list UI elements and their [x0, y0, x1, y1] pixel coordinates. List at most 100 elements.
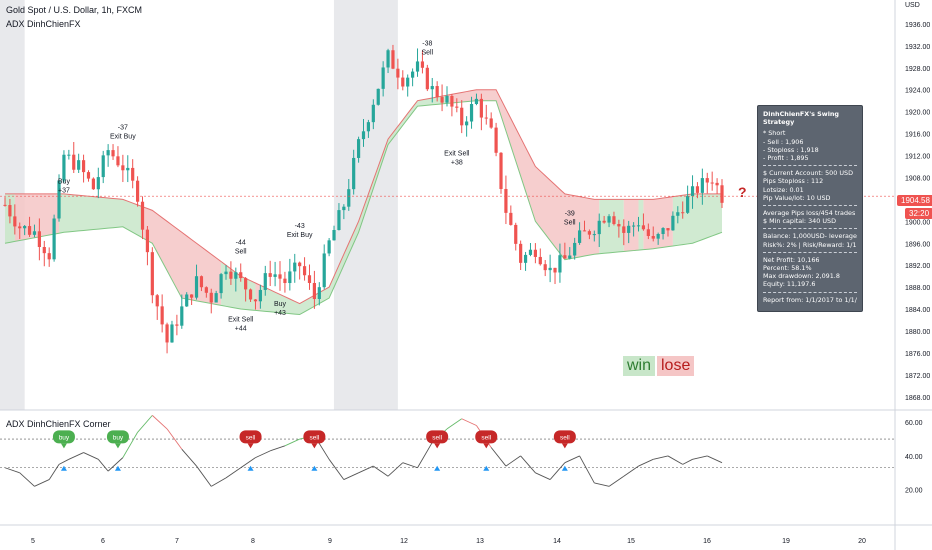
strategy-line: Percent: 58.1%: [763, 264, 812, 273]
candle-body: [391, 50, 395, 69]
candle-body: [523, 254, 528, 263]
candle-body: [140, 201, 145, 230]
y-tick-label: 1884.00: [905, 307, 930, 314]
signal-triangle: [434, 465, 441, 471]
adx-segment: [137, 415, 153, 433]
candle-body: [278, 274, 282, 279]
candle-body: [396, 68, 400, 78]
candle-body: [126, 167, 130, 171]
last-price-value: 1904.58: [901, 196, 930, 205]
strategy-line: $ Current Account: 500 USD: [763, 169, 854, 178]
y-tick-label: 1936.00: [905, 22, 930, 29]
signal-triangle: [114, 465, 121, 471]
countdown-tag: 32:20: [905, 208, 932, 219]
signal-label: buy: [113, 434, 124, 441]
candle-body: [577, 230, 582, 243]
lose-label: lose: [657, 356, 695, 376]
candle-body: [597, 220, 601, 235]
candle-body: [528, 249, 533, 255]
annotation-value: +38: [451, 159, 463, 166]
candle-body: [244, 278, 248, 290]
candle-body: [499, 152, 503, 189]
band-fill: [14, 193, 60, 242]
candle-body: [543, 264, 547, 271]
annotation-label: Sell: [421, 49, 433, 56]
candle-body: [371, 104, 375, 123]
adx-segment: [623, 465, 639, 477]
candle-body: [401, 77, 405, 87]
candle-body: [553, 267, 557, 273]
strategy-line: Equity: 11,197.6: [763, 280, 816, 289]
candle-body: [646, 229, 650, 236]
candle-body: [185, 294, 189, 307]
candle-body: [681, 212, 685, 214]
candle-body: [425, 67, 429, 90]
candle-body: [514, 224, 518, 244]
currency-label: USD: [905, 2, 920, 9]
annotation-label: Exit Sell: [444, 150, 470, 157]
y-tick-label: 1916.00: [905, 132, 930, 139]
signal-triangle: [247, 465, 254, 471]
candle-body: [347, 189, 351, 207]
annotation-label: Buy: [58, 179, 71, 186]
signal-bubble-tail: [311, 443, 318, 449]
annotation-value: +44: [235, 326, 247, 333]
candle-body: [563, 255, 567, 259]
candle-body: [548, 267, 552, 271]
strategy-line: * Short: [763, 129, 786, 138]
candle-body: [204, 287, 208, 293]
candle-body: [67, 154, 71, 156]
strategy-line: - Profit : 1,895: [763, 154, 809, 163]
adx-segment: [34, 479, 50, 487]
signal-bubble: [475, 430, 498, 444]
annotation-label: Exit Buy: [287, 232, 313, 239]
candle-body: [248, 289, 253, 300]
annotation-label: Exit Sell: [228, 317, 254, 324]
candle-body: [656, 234, 660, 239]
candle-body: [509, 212, 513, 225]
x-tick-label: 8: [251, 538, 255, 545]
candle-body: [455, 106, 459, 108]
candle-body: [101, 155, 105, 178]
candle-body: [96, 177, 100, 190]
candle-body: [253, 299, 258, 302]
candle-body: [636, 225, 641, 227]
adx-segment: [667, 455, 683, 465]
candle-body: [165, 324, 169, 343]
candle-body: [145, 229, 150, 253]
candle-body: [651, 235, 655, 239]
candle-body: [641, 225, 646, 230]
candle-body: [273, 274, 277, 277]
y-tick-label: 1912.00: [905, 154, 930, 161]
candle-body: [617, 224, 621, 227]
adx-segment: [152, 415, 168, 430]
x-tick-label: 14: [553, 538, 561, 545]
strategy-line: Report from: 1/1/2017 to 1/1/2100: [763, 295, 857, 304]
signal-label: sell: [560, 434, 570, 441]
strategy-line: Risk%: 2% | Risk/Reward: 1/1: [763, 240, 857, 249]
adx-segment: [48, 464, 60, 480]
y-tick-label: 1920.00: [905, 110, 930, 117]
candle-body: [430, 86, 434, 90]
signal-bubble-tail: [483, 443, 490, 449]
candle-body: [381, 67, 385, 89]
candle-body: [18, 226, 22, 229]
sub-indicator-label[interactable]: ADX DinhChienFX Corner: [6, 419, 111, 429]
x-tick-label: 20: [858, 538, 866, 545]
candle-body: [602, 220, 606, 223]
annotation-value: +37: [58, 188, 70, 195]
band-fill: [142, 206, 222, 306]
lower-band-line: [4, 100, 723, 316]
signal-label: sell: [246, 434, 256, 441]
candle-body: [450, 95, 454, 107]
indicator-label[interactable]: ADX DinhChienFX: [6, 19, 81, 29]
candle-body: [690, 186, 695, 197]
band-fill: [643, 196, 673, 250]
candle-body: [81, 160, 86, 173]
annotation-label: Exit Buy: [110, 133, 136, 140]
adx-segment: [446, 418, 462, 430]
candle-body: [352, 157, 356, 190]
candle-body: [23, 226, 27, 229]
candle-body: [288, 271, 292, 284]
